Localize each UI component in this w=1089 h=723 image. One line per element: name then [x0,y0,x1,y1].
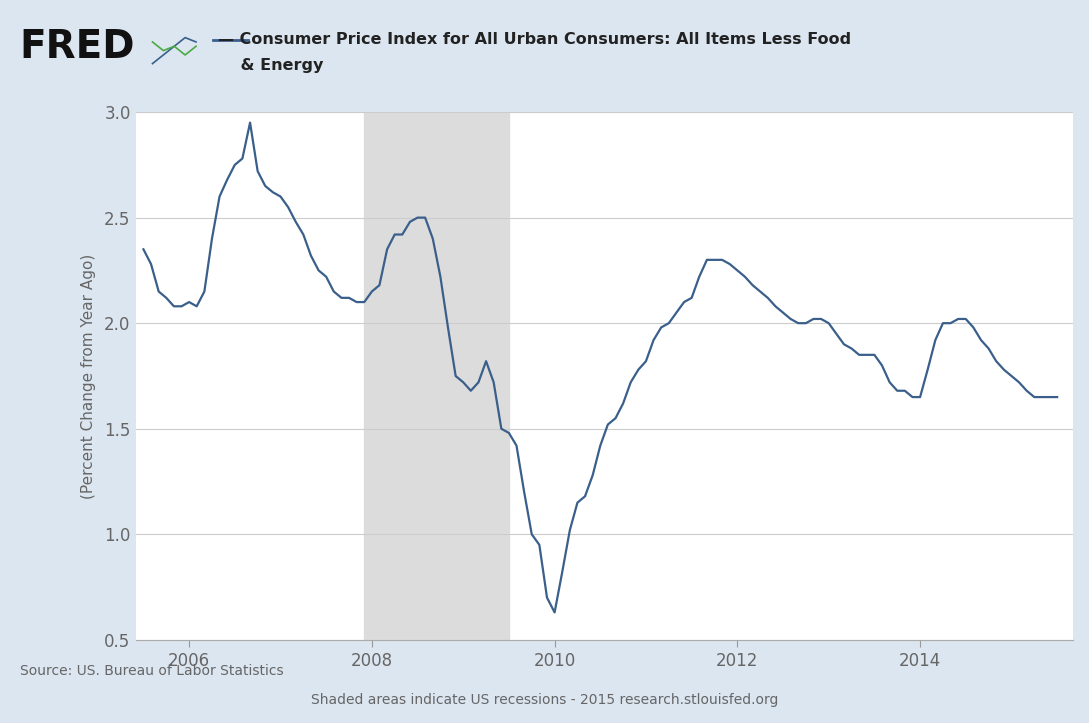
Text: Shaded areas indicate US recessions - 2015 research.stlouisfed.org: Shaded areas indicate US recessions - 20… [310,693,779,707]
Y-axis label: (Percent Change from Year Ago): (Percent Change from Year Ago) [81,253,96,499]
Text: & Energy: & Energy [218,58,323,72]
Bar [365,112,509,640]
Text: FRED: FRED [20,28,135,66]
Text: Source: US. Bureau of Labor Statistics: Source: US. Bureau of Labor Statistics [20,664,283,678]
Text: — Consumer Price Index for All Urban Consumers: All Items Less Food: — Consumer Price Index for All Urban Con… [218,33,851,47]
